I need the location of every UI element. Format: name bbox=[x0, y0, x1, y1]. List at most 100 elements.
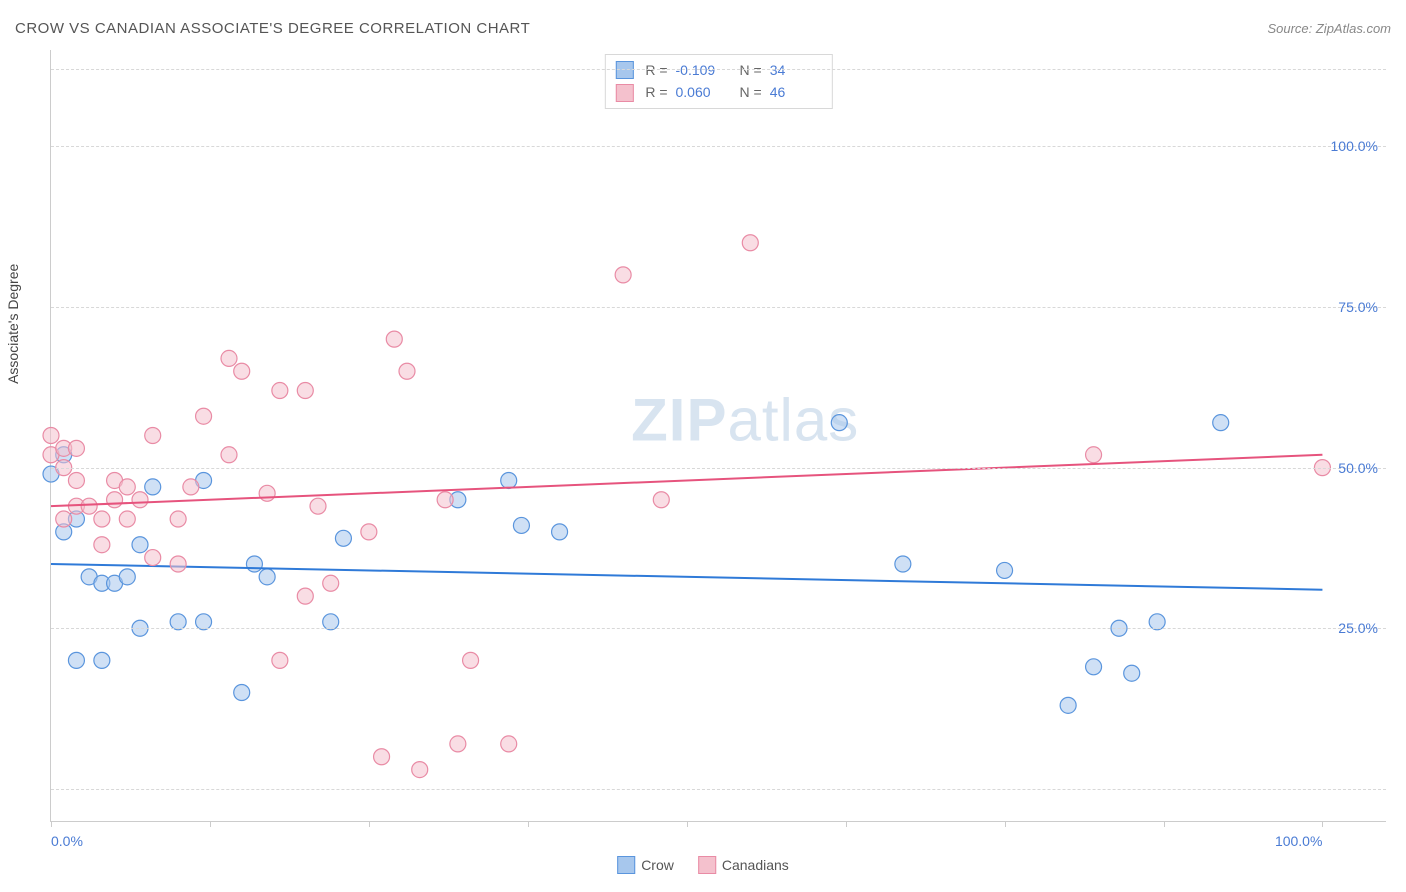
scatter-point-canadians bbox=[68, 440, 84, 456]
legend-top: R =-0.109N =34R =0.060N =46 bbox=[604, 54, 832, 109]
legend-bottom-item-canadians: Canadians bbox=[698, 856, 789, 874]
ytick-label: 75.0% bbox=[1338, 299, 1378, 315]
scatter-point-crow bbox=[997, 562, 1013, 578]
xtick bbox=[846, 821, 847, 827]
legend-r-label: R = bbox=[645, 81, 667, 103]
scatter-point-canadians bbox=[399, 363, 415, 379]
scatter-point-crow bbox=[895, 556, 911, 572]
scatter-point-crow bbox=[513, 517, 529, 533]
legend-swatch-crow bbox=[617, 856, 635, 874]
scatter-point-crow bbox=[501, 472, 517, 488]
scatter-point-canadians bbox=[221, 447, 237, 463]
chart-svg bbox=[51, 50, 1386, 821]
scatter-point-canadians bbox=[297, 383, 313, 399]
trend-line-crow bbox=[51, 564, 1322, 590]
ytick-label: 25.0% bbox=[1338, 620, 1378, 636]
scatter-point-canadians bbox=[412, 762, 428, 778]
xtick bbox=[687, 821, 688, 827]
scatter-point-canadians bbox=[310, 498, 326, 514]
scatter-point-canadians bbox=[94, 537, 110, 553]
scatter-point-crow bbox=[119, 569, 135, 585]
xtick bbox=[1005, 821, 1006, 827]
chart-header: CROW VS CANADIAN ASSOCIATE'S DEGREE CORR… bbox=[15, 20, 1391, 37]
xtick bbox=[528, 821, 529, 827]
scatter-point-canadians bbox=[450, 736, 466, 752]
scatter-point-crow bbox=[1124, 665, 1140, 681]
scatter-point-crow bbox=[132, 537, 148, 553]
legend-bottom: Crow Canadians bbox=[617, 856, 789, 874]
scatter-point-canadians bbox=[107, 492, 123, 508]
legend-bottom-label: Crow bbox=[641, 857, 674, 873]
gridline bbox=[51, 628, 1386, 629]
scatter-point-canadians bbox=[361, 524, 377, 540]
scatter-point-canadians bbox=[463, 652, 479, 668]
scatter-point-canadians bbox=[742, 235, 758, 251]
ytick-label: 50.0% bbox=[1338, 460, 1378, 476]
legend-r-value: 0.060 bbox=[676, 81, 728, 103]
legend-top-row-canadians: R = 0.060 N = 46 bbox=[615, 81, 821, 103]
scatter-point-crow bbox=[94, 652, 110, 668]
scatter-point-canadians bbox=[145, 428, 161, 444]
scatter-point-canadians bbox=[386, 331, 402, 347]
scatter-point-canadians bbox=[221, 350, 237, 366]
ytick-label: 100.0% bbox=[1331, 138, 1378, 154]
scatter-point-canadians bbox=[259, 485, 275, 501]
gridline bbox=[51, 468, 1386, 469]
scatter-point-canadians bbox=[43, 428, 59, 444]
scatter-point-canadians bbox=[119, 479, 135, 495]
xtick bbox=[1322, 821, 1323, 827]
plot-area: Associate's Degree ZIPatlas R =-0.109N =… bbox=[50, 50, 1386, 822]
scatter-point-canadians bbox=[653, 492, 669, 508]
scatter-point-canadians bbox=[437, 492, 453, 508]
legend-n-value: 46 bbox=[770, 81, 822, 103]
xtick-label: 100.0% bbox=[1275, 833, 1322, 849]
scatter-point-canadians bbox=[272, 383, 288, 399]
scatter-point-crow bbox=[831, 415, 847, 431]
scatter-point-crow bbox=[1060, 697, 1076, 713]
scatter-point-crow bbox=[68, 652, 84, 668]
scatter-point-canadians bbox=[170, 556, 186, 572]
scatter-point-canadians bbox=[94, 511, 110, 527]
scatter-point-canadians bbox=[323, 575, 339, 591]
xtick-label: 0.0% bbox=[51, 833, 83, 849]
scatter-point-canadians bbox=[615, 267, 631, 283]
scatter-point-crow bbox=[1086, 659, 1102, 675]
scatter-point-canadians bbox=[234, 363, 250, 379]
legend-swatch-canadians bbox=[615, 84, 633, 102]
gridline bbox=[51, 69, 1386, 70]
scatter-point-crow bbox=[145, 479, 161, 495]
scatter-point-crow bbox=[552, 524, 568, 540]
scatter-point-canadians bbox=[170, 511, 186, 527]
scatter-point-crow bbox=[259, 569, 275, 585]
scatter-point-crow bbox=[335, 530, 351, 546]
scatter-point-canadians bbox=[56, 511, 72, 527]
scatter-point-canadians bbox=[196, 408, 212, 424]
scatter-point-canadians bbox=[81, 498, 97, 514]
legend-bottom-item-crow: Crow bbox=[617, 856, 674, 874]
yaxis-label: Associate's Degree bbox=[5, 263, 21, 383]
xtick bbox=[369, 821, 370, 827]
chart-title: CROW VS CANADIAN ASSOCIATE'S DEGREE CORR… bbox=[15, 20, 530, 37]
gridline bbox=[51, 307, 1386, 308]
scatter-point-crow bbox=[246, 556, 262, 572]
scatter-point-crow bbox=[1213, 415, 1229, 431]
trend-line-canadians bbox=[51, 455, 1322, 506]
scatter-point-canadians bbox=[119, 511, 135, 527]
scatter-point-canadians bbox=[183, 479, 199, 495]
scatter-point-canadians bbox=[501, 736, 517, 752]
legend-swatch-canadians bbox=[698, 856, 716, 874]
scatter-point-canadians bbox=[272, 652, 288, 668]
scatter-point-crow bbox=[234, 685, 250, 701]
legend-n-label: N = bbox=[740, 81, 762, 103]
gridline bbox=[51, 146, 1386, 147]
scatter-point-canadians bbox=[145, 550, 161, 566]
scatter-point-canadians bbox=[297, 588, 313, 604]
xtick bbox=[51, 821, 52, 827]
legend-bottom-label: Canadians bbox=[722, 857, 789, 873]
scatter-point-canadians bbox=[132, 492, 148, 508]
xtick bbox=[210, 821, 211, 827]
scatter-point-canadians bbox=[374, 749, 390, 765]
xtick bbox=[1164, 821, 1165, 827]
scatter-point-canadians bbox=[68, 472, 84, 488]
scatter-point-canadians bbox=[1086, 447, 1102, 463]
